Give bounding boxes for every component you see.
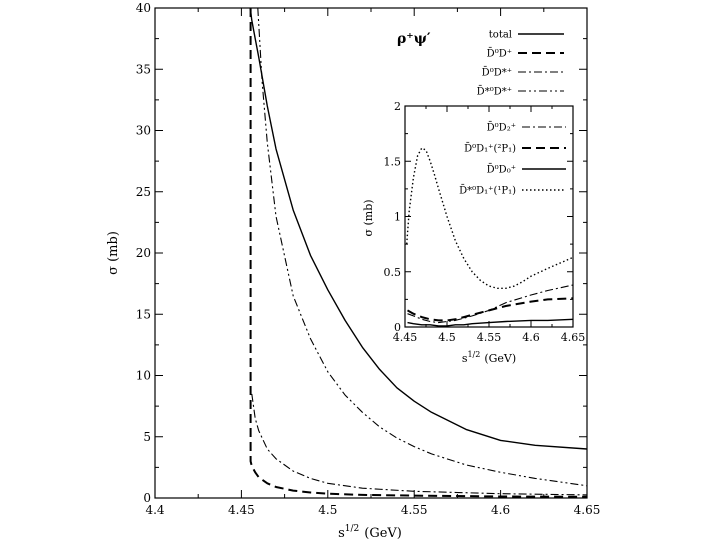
main-x-tick-label: 4.6	[491, 503, 510, 517]
inset-axis-ticks: 4.45 4.5 4.55 4.6 4.65 0 0.5 1 1.5 2	[384, 100, 586, 344]
main-x-tick-label: 4.5	[318, 503, 337, 517]
main-y-axis-label: σ (mb)	[106, 231, 121, 275]
main-y-tick-label: 40	[136, 1, 151, 15]
inset-x-axis-label-unit: (GeV)	[484, 352, 516, 365]
inset-x-tick-label: 4.45	[393, 331, 418, 344]
main-x-tick-label: 4.55	[401, 503, 428, 517]
main-x-axis-label-sup: 1/2	[345, 524, 359, 534]
main-legend-label: D̄⁰D*⁺	[482, 67, 512, 79]
inset-y-axis-label: σ (mb)	[362, 199, 375, 236]
inset-x-axis-label-base: s	[462, 352, 468, 365]
main-y-tick-label: 30	[136, 124, 151, 138]
inset-legend-label: D̄*⁰D₁⁺(¹P₁)	[459, 185, 516, 197]
inset-y-tick-label: 1.5	[384, 155, 402, 168]
main-legend: total D̄⁰D⁺ D̄⁰D*⁺ D̄*⁰D*⁺	[477, 30, 564, 98]
inset-y-tick-label: 2	[394, 100, 401, 113]
main-title: ρ⁺ψ′	[397, 31, 431, 47]
main-x-axis-label: s1/2 (GeV)	[338, 524, 402, 540]
main-y-tick-label: 10	[136, 369, 151, 383]
inset-legend-label: D̄⁰D₁⁺(²P₁)	[464, 143, 516, 155]
main-y-tick-label: 35	[136, 62, 151, 76]
main-x-tick-label: 4.45	[228, 503, 255, 517]
main-y-tick-label: 15	[136, 307, 151, 321]
inset-y-tick-label: 0	[394, 321, 401, 334]
inset-x-tick-label: 4.5	[438, 331, 456, 344]
main-legend-label: D̄⁰D⁺	[487, 48, 512, 60]
main-legend-label: D̄*⁰D*⁺	[477, 86, 512, 98]
inset-x-axis-label-sup: 1/2	[467, 350, 480, 359]
inset-plot-frame	[404, 105, 574, 328]
main-legend-label: total	[489, 30, 512, 41]
main-series-d-d	[251, 393, 587, 496]
main-series-d-d	[249, 8, 587, 498]
inset-legend-label: D̄⁰D₂⁺	[487, 122, 516, 134]
main-y-tick-label: 0	[143, 491, 151, 505]
main-x-tick-label: 4.4	[145, 503, 164, 517]
main-y-tick-label: 5	[143, 430, 151, 444]
main-x-axis-label-base: s	[338, 526, 345, 540]
inset-series-d-d	[407, 318, 573, 327]
main-series-total	[249, 8, 587, 450]
inset-series-d-d	[407, 284, 573, 324]
main-x-tick-label: 4.65	[574, 503, 601, 517]
inset-legend-label: D̄⁰D₀⁺	[487, 164, 516, 176]
inset-x-tick-label: 4.65	[561, 331, 586, 344]
inset-y-tick-label: 1	[394, 211, 401, 224]
main-series-group	[249, 8, 587, 498]
main-y-tick-label: 25	[136, 185, 151, 199]
inset-legend: D̄⁰D₂⁺ D̄⁰D₁⁺(²P₁) D̄⁰D₀⁺ D̄*⁰D₁⁺(¹P₁)	[459, 122, 566, 197]
inset-series-group	[406, 147, 573, 327]
main-x-axis-label-unit: (GeV)	[364, 526, 402, 540]
inset-x-axis-label: s1/2 (GeV)	[462, 350, 516, 365]
main-y-tick-label: 20	[136, 246, 151, 260]
main-series-d-d	[257, 8, 587, 487]
inset-x-tick-label: 4.55	[477, 331, 502, 344]
inset-series-d-d-p	[407, 297, 573, 322]
inset-x-tick-label: 4.6	[522, 331, 540, 344]
inset-y-tick-label: 0.5	[384, 266, 402, 279]
